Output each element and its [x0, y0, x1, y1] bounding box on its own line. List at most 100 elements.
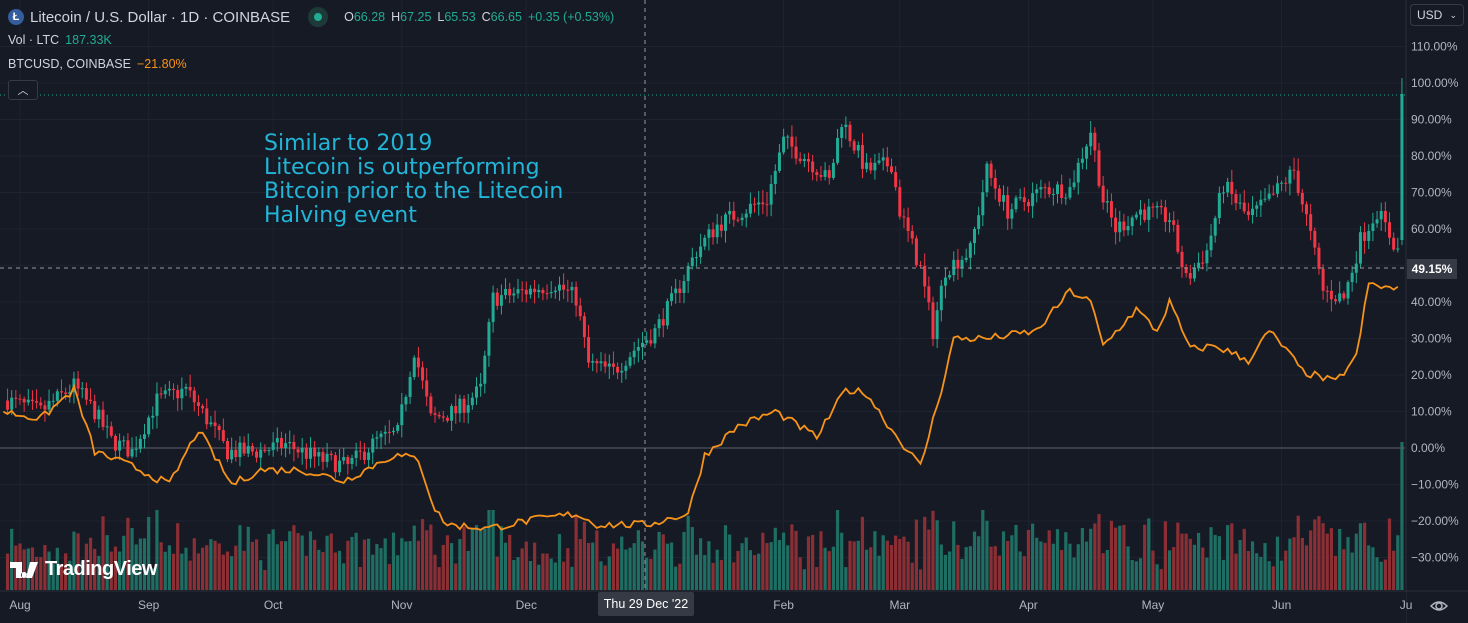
volume-bar	[682, 531, 686, 590]
time-axis-tick: Feb	[773, 598, 794, 612]
candle-body	[1147, 206, 1151, 220]
candle-body	[952, 259, 956, 276]
volume-bar	[159, 542, 163, 590]
volume-bar	[1068, 543, 1072, 590]
currency-select[interactable]: USD ⌄	[1410, 4, 1464, 26]
candle-body	[30, 399, 34, 402]
candle-body	[51, 400, 55, 402]
candle-body	[923, 265, 927, 287]
volume-bar	[147, 516, 151, 590]
volume-bar	[1118, 525, 1122, 590]
candle-body	[694, 257, 698, 259]
candle-body	[425, 380, 429, 397]
volume-bar	[1309, 530, 1313, 590]
volume-legend[interactable]: Vol · LTC 187.33K	[8, 33, 112, 47]
volume-bar	[1163, 521, 1167, 590]
volume-bar	[748, 550, 752, 590]
collapse-legend-button[interactable]: ︿	[8, 80, 38, 100]
volume-bar	[852, 541, 856, 590]
volume-bar	[533, 542, 537, 590]
compare-legend[interactable]: BTCUSD, COINBASE −21.80%	[8, 57, 187, 71]
volume-bar	[968, 546, 972, 590]
candle-body	[736, 219, 740, 221]
candle-body	[578, 305, 582, 317]
volume-bar	[827, 551, 831, 590]
tradingview-logo[interactable]: TradingView	[10, 558, 157, 581]
volume-bar	[811, 534, 815, 590]
volume-bar	[889, 545, 894, 590]
text-annotation[interactable]: Similar to 2019 Litecoin is outperformin…	[264, 132, 563, 228]
candle-body	[881, 157, 885, 161]
volume-bar	[441, 544, 445, 590]
volume-bar	[1317, 516, 1321, 590]
volume-bar	[665, 543, 669, 590]
volume-bar	[296, 533, 300, 590]
candle-body	[1317, 247, 1321, 269]
candle-body	[342, 457, 346, 461]
candle-body	[84, 388, 88, 400]
price-axis-bg[interactable]	[1406, 0, 1468, 590]
candle-body	[1155, 205, 1159, 208]
volume-bar	[773, 527, 777, 590]
candle-body	[740, 217, 744, 221]
volume-bar	[1259, 556, 1263, 590]
candle-body	[300, 447, 304, 453]
volume-bar	[238, 525, 242, 590]
volume-bar	[1383, 559, 1387, 590]
chevron-up-icon: ︿	[17, 85, 29, 97]
candle-body	[599, 361, 603, 364]
annotation-line: Similar to 2019	[264, 131, 433, 156]
candle-body	[964, 257, 968, 260]
volume-bar	[1035, 537, 1039, 590]
volume-bar	[1392, 550, 1396, 590]
candle-body	[603, 361, 607, 367]
candle-body	[479, 383, 483, 387]
volume-bar	[1221, 559, 1226, 590]
candle-body	[1180, 251, 1184, 268]
candle-body	[404, 396, 408, 405]
btc-compare-line	[2, 282, 1399, 531]
candle-body	[383, 431, 387, 434]
candle-body	[906, 217, 910, 232]
volume-bar	[640, 541, 645, 590]
candle-body	[914, 238, 918, 266]
volume-bar	[1354, 533, 1358, 590]
candle-body	[840, 127, 844, 138]
candle-body	[379, 433, 383, 438]
candle-body	[1388, 222, 1391, 238]
candle-body	[707, 229, 711, 238]
volume-bar	[881, 535, 885, 590]
candle-body	[1143, 209, 1147, 220]
volume-bar	[267, 533, 271, 590]
candle-body	[1188, 273, 1192, 279]
candle-body	[1329, 290, 1333, 300]
volume-bar	[782, 532, 786, 590]
volume-bar	[1296, 515, 1300, 590]
candle-body	[1014, 197, 1018, 210]
tradingview-logo-icon	[10, 561, 38, 578]
candle-body	[1238, 202, 1242, 204]
volume-bar	[669, 542, 674, 590]
volume-bar	[1346, 537, 1350, 590]
candle-body	[827, 170, 831, 178]
candle-body	[798, 158, 802, 162]
candle-body	[433, 413, 437, 415]
symbol-title[interactable]: Litecoin / U.S. Dollar · 1D · COINBASE	[30, 8, 291, 26]
price-axis-tick: −20.00%	[1411, 514, 1459, 528]
volume-bar	[1155, 564, 1159, 590]
candle-body	[641, 342, 644, 348]
candle-body	[910, 231, 914, 239]
volume-bar	[653, 549, 657, 590]
symbol-legend[interactable]: Ł Litecoin / U.S. Dollar · 1D · COINBASE…	[8, 7, 614, 27]
candle-body	[26, 399, 30, 403]
candle-body	[1093, 132, 1097, 151]
candle-body	[836, 137, 840, 163]
volume-bar	[80, 561, 84, 590]
gear-icon[interactable]	[1428, 595, 1450, 617]
candle-body	[508, 288, 512, 296]
time-axis-bg[interactable]	[0, 591, 1406, 623]
volume-bar	[1126, 546, 1130, 590]
volume-bar	[35, 556, 39, 590]
volume-bar	[495, 556, 499, 590]
